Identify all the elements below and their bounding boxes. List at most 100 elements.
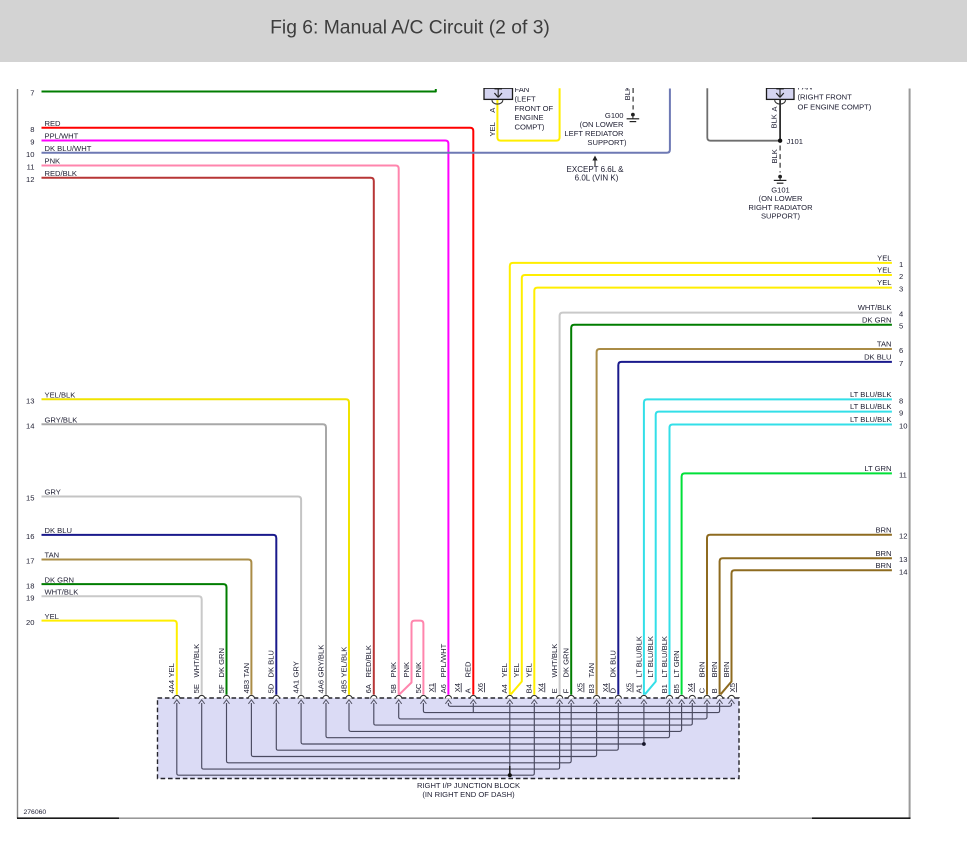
svg-text:X5: X5 (728, 683, 737, 692)
svg-text:18: 18 (26, 581, 34, 590)
svg-text:DK GRN: DK GRN (562, 648, 571, 678)
svg-text:DK GRN: DK GRN (862, 315, 892, 324)
svg-text:GRY/BLK: GRY/BLK (45, 416, 78, 425)
svg-text:BLK: BLK (770, 149, 779, 163)
svg-text:7: 7 (30, 89, 34, 98)
svg-text:15: 15 (26, 494, 34, 503)
svg-text:A1: A1 (634, 684, 643, 693)
svg-text:YEL: YEL (877, 254, 891, 263)
svg-text:10: 10 (26, 150, 34, 159)
svg-text:DK BLU: DK BLU (864, 353, 891, 362)
svg-text:PNK: PNK (402, 662, 411, 678)
svg-text:SUPPORT): SUPPORT) (587, 138, 627, 147)
svg-text:B4: B4 (525, 684, 534, 693)
svg-text:RED/BLK: RED/BLK (364, 645, 373, 678)
svg-text:10: 10 (899, 422, 907, 431)
svg-text:TAN: TAN (242, 663, 251, 678)
svg-text:7: 7 (899, 359, 903, 368)
svg-text:LT BLU/BLK: LT BLU/BLK (634, 636, 643, 678)
svg-text:6A: 6A (364, 683, 373, 693)
svg-text:1: 1 (899, 260, 903, 269)
svg-text:(ON LOWER: (ON LOWER (759, 194, 803, 203)
svg-text:YEL: YEL (167, 663, 176, 677)
svg-text:RED: RED (45, 119, 62, 128)
svg-text:GRY/BLK: GRY/BLK (316, 645, 325, 678)
svg-text:4B3: 4B3 (242, 680, 251, 694)
svg-text:LEFT REDIATOR: LEFT REDIATOR (564, 129, 624, 138)
svg-text:EXCEPT 6.6L &: EXCEPT 6.6L & (567, 165, 625, 174)
svg-text:TAN: TAN (877, 340, 892, 349)
svg-text:BRN: BRN (875, 525, 891, 534)
svg-text:X5: X5 (625, 683, 634, 692)
svg-text:20: 20 (26, 618, 34, 627)
svg-text:12: 12 (899, 532, 907, 541)
svg-text:9: 9 (899, 409, 903, 418)
svg-text:D: D (609, 687, 618, 693)
svg-text:PNK: PNK (414, 662, 423, 678)
svg-text:4B5: 4B5 (339, 680, 348, 694)
svg-text:PPL/WHT: PPL/WHT (45, 132, 79, 141)
svg-text:DK GRN: DK GRN (217, 648, 226, 678)
svg-text:LT BLU/BLK: LT BLU/BLK (850, 415, 892, 424)
svg-text:TAN: TAN (45, 551, 60, 560)
svg-text:BLK: BLK (770, 114, 779, 128)
svg-text:LT GRN: LT GRN (864, 464, 891, 473)
svg-text:6: 6 (899, 346, 903, 355)
svg-text:ENGINE: ENGINE (515, 113, 544, 122)
svg-text:LT BLU/BLK: LT BLU/BLK (646, 636, 655, 678)
svg-text:2: 2 (899, 272, 903, 281)
svg-text:PPL/WHT: PPL/WHT (439, 643, 448, 677)
svg-text:BRN: BRN (710, 661, 719, 677)
svg-text:WHT/BLK: WHT/BLK (192, 644, 201, 678)
svg-text:DK BLU: DK BLU (267, 650, 276, 677)
svg-text:G101: G101 (771, 186, 790, 195)
svg-text:A: A (488, 107, 497, 113)
svg-text:BLK: BLK (623, 86, 632, 100)
svg-text:DK BLU: DK BLU (45, 526, 72, 535)
svg-text:(ON LOWER: (ON LOWER (580, 120, 624, 129)
svg-text:GRY: GRY (45, 488, 61, 497)
svg-text:12: 12 (26, 175, 34, 184)
svg-text:A4: A4 (500, 684, 509, 693)
svg-text:Fig 6: Manual A/C Circuit (2 o: Fig 6: Manual A/C Circuit (2 of 3) (270, 17, 550, 38)
svg-text:5D: 5D (267, 683, 276, 693)
svg-text:X5: X5 (576, 683, 585, 692)
svg-text:YEL: YEL (488, 122, 497, 136)
svg-text:LT BLU/BLK: LT BLU/BLK (850, 402, 892, 411)
svg-text:J101: J101 (787, 137, 803, 146)
svg-text:YEL: YEL (512, 663, 521, 677)
svg-text:5: 5 (899, 322, 903, 331)
svg-text:A6: A6 (439, 684, 448, 693)
svg-text:X4: X4 (536, 683, 545, 692)
svg-text:B: B (710, 688, 719, 693)
svg-text:X4: X4 (453, 683, 462, 692)
svg-text:4: 4 (899, 310, 903, 319)
svg-text:SUPPORT): SUPPORT) (761, 211, 801, 220)
svg-text:F: F (562, 688, 571, 693)
svg-text:YEL: YEL (45, 612, 59, 621)
svg-text:A: A (464, 687, 473, 693)
svg-text:B3: B3 (587, 684, 596, 693)
svg-text:E: E (550, 688, 559, 693)
svg-text:LT BLU/BLK: LT BLU/BLK (660, 636, 669, 678)
svg-text:RED: RED (464, 661, 473, 678)
svg-text:WHT/BLK: WHT/BLK (858, 303, 892, 312)
svg-text:DK GRN: DK GRN (45, 575, 75, 584)
svg-text:276060: 276060 (24, 809, 47, 816)
svg-text:YEL: YEL (500, 663, 509, 677)
svg-text:8: 8 (30, 125, 34, 134)
svg-text:TAN: TAN (587, 663, 596, 678)
svg-text:RIGHT RADIATOR: RIGHT RADIATOR (748, 203, 813, 212)
svg-text:BRN: BRN (875, 561, 891, 570)
svg-text:RED/BLK: RED/BLK (45, 169, 78, 178)
svg-text:X4: X4 (601, 683, 610, 692)
svg-text:RIGHT I/P JUNCTION BLOCK: RIGHT I/P JUNCTION BLOCK (417, 781, 520, 790)
svg-text:(IN RIGHT END OF DASH): (IN RIGHT END OF DASH) (422, 790, 515, 799)
svg-text:G100: G100 (605, 111, 624, 120)
svg-text:5B: 5B (389, 684, 398, 693)
svg-text:16: 16 (26, 532, 34, 541)
svg-text:4A6: 4A6 (316, 680, 325, 694)
svg-text:WHT/BLK: WHT/BLK (550, 644, 559, 678)
svg-text:(RIGHT FRONT: (RIGHT FRONT (798, 92, 853, 101)
svg-text:5C: 5C (414, 683, 423, 693)
